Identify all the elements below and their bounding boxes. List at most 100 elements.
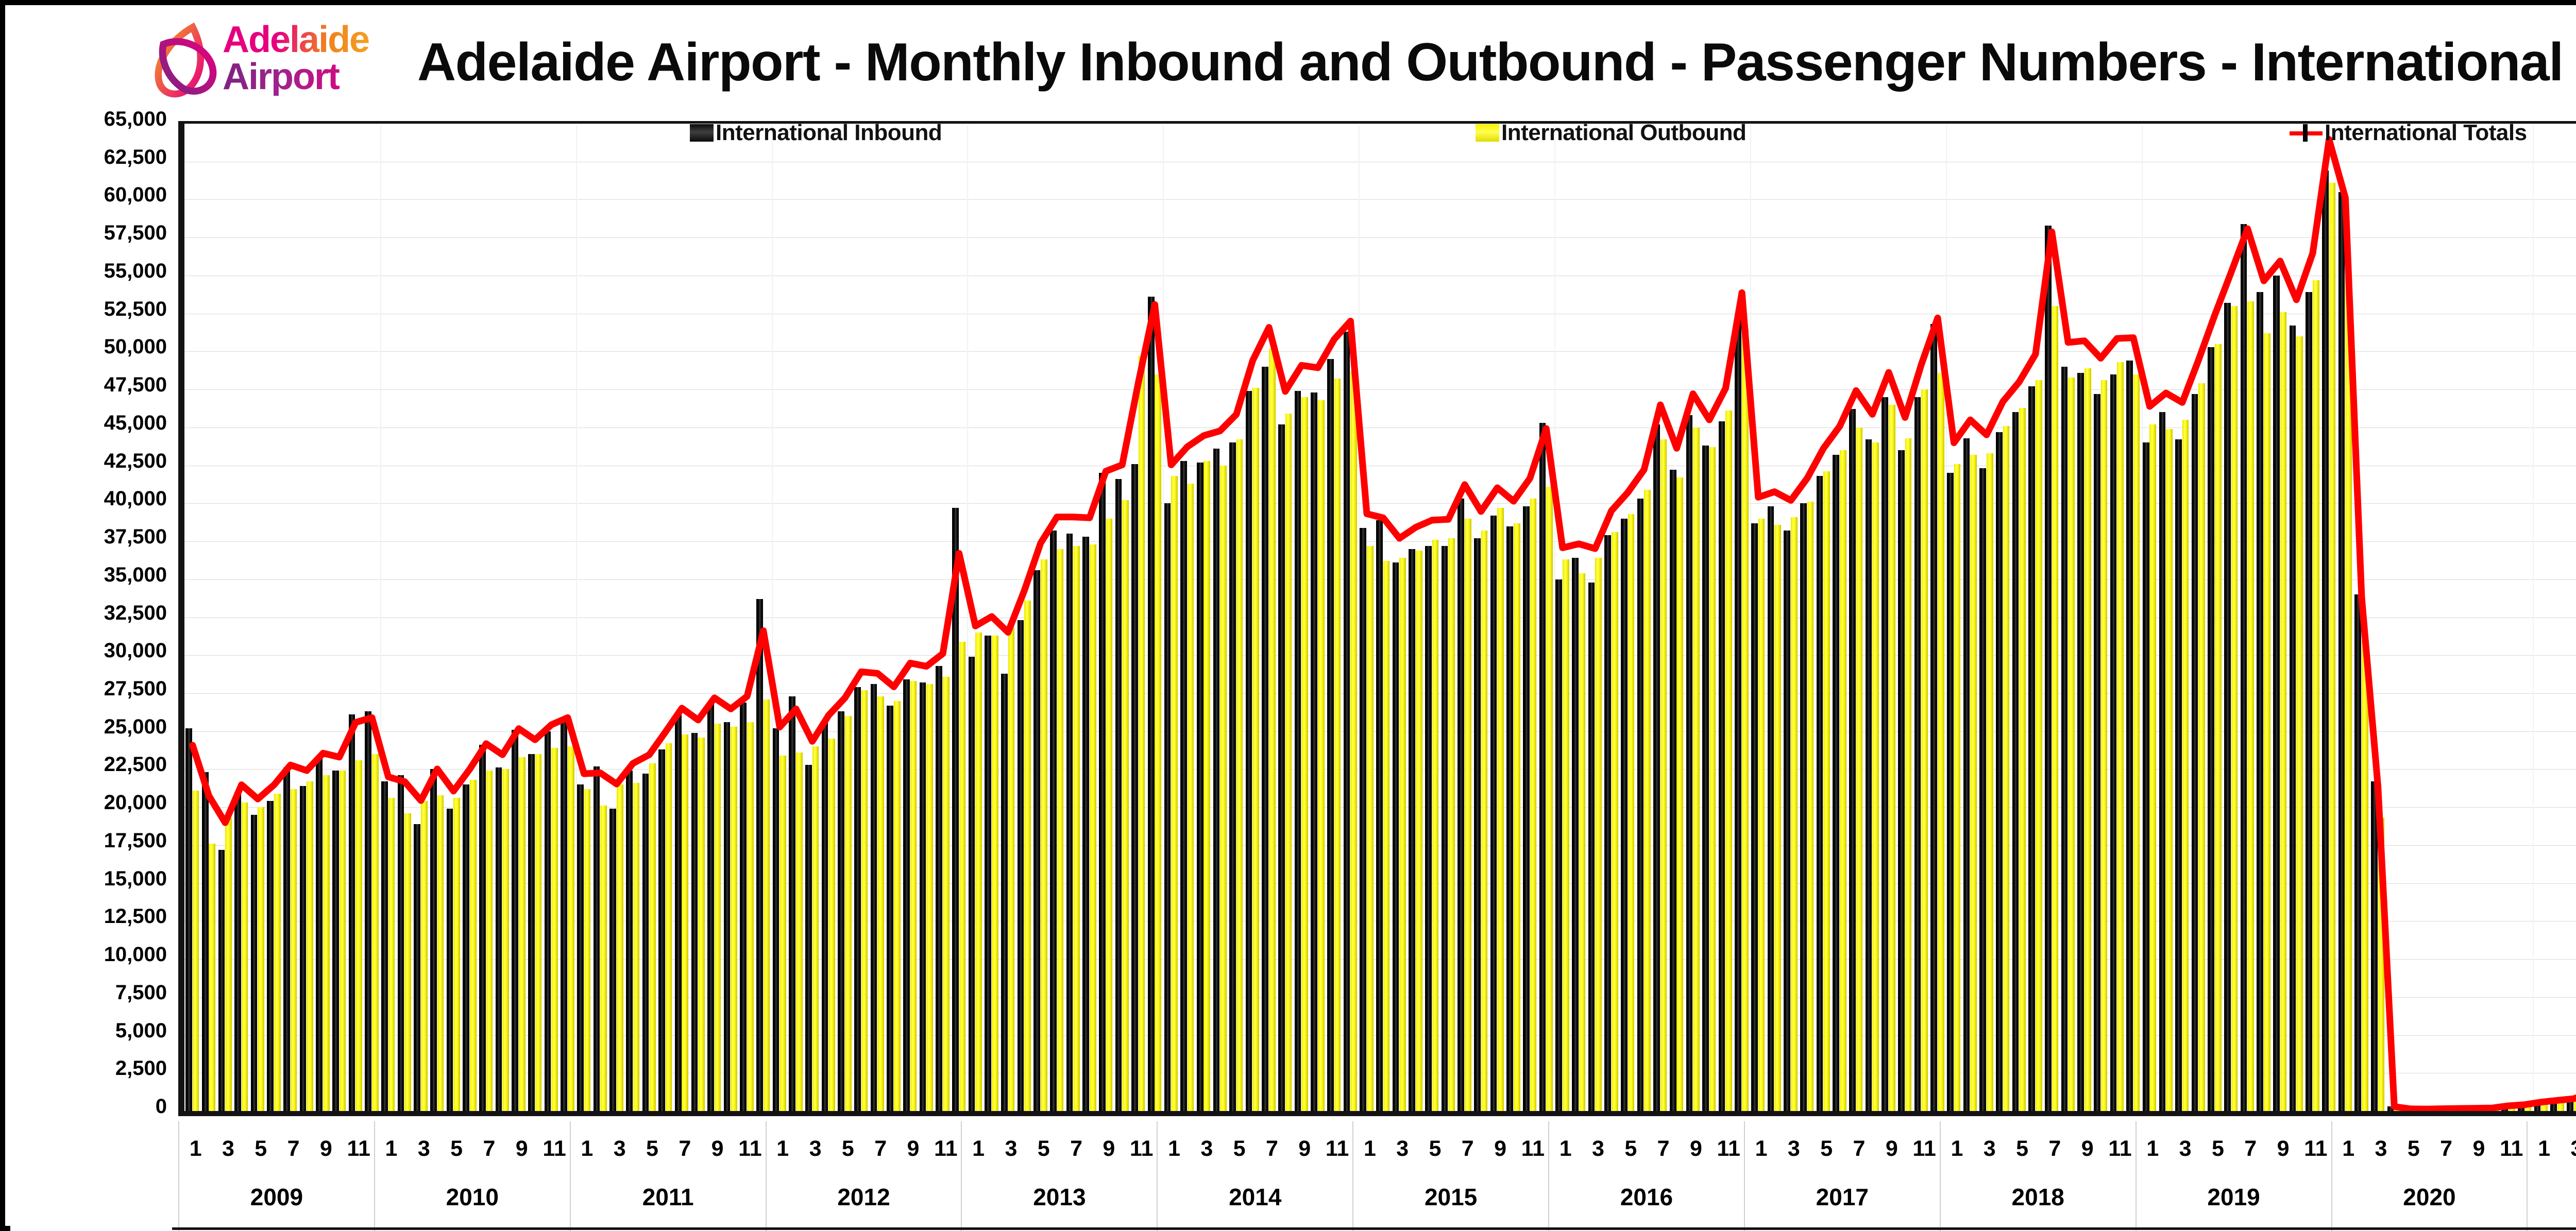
month-bar-group bbox=[1408, 124, 1424, 1111]
bar-outbound bbox=[1269, 348, 1276, 1111]
month-bar-group bbox=[2044, 124, 2060, 1111]
x-axis-month-tick: 9 bbox=[515, 1136, 528, 1161]
y-axis-left-tick: 7,500 bbox=[115, 981, 167, 1004]
bar-inbound bbox=[2077, 372, 2084, 1111]
bar-outbound bbox=[1497, 508, 1504, 1111]
month-bar-group bbox=[1392, 124, 1408, 1111]
bar-outbound bbox=[747, 722, 754, 1111]
legend-item[interactable]: International Outbound bbox=[1476, 120, 1747, 145]
month-bar-group bbox=[1685, 124, 1701, 1111]
bar-inbound bbox=[1930, 324, 1937, 1111]
bar-outbound bbox=[1334, 379, 1341, 1111]
year-separator bbox=[1945, 124, 1947, 1111]
y-axis-left-tick: 55,000 bbox=[104, 259, 167, 282]
bar-outbound bbox=[665, 743, 672, 1111]
month-bar-group bbox=[478, 124, 495, 1111]
x-axis-month-tick: 7 bbox=[287, 1136, 300, 1161]
bar-inbound bbox=[2159, 412, 2166, 1111]
x-axis-month-tick: 1 bbox=[2146, 1136, 2159, 1161]
bar-outbound bbox=[1285, 414, 1292, 1111]
x-axis-month-tick: 5 bbox=[1624, 1136, 1637, 1161]
x-axis-year-cell: 1 3 5 7 9 11 2013 bbox=[961, 1121, 1157, 1231]
bar-inbound bbox=[805, 764, 812, 1111]
bar-outbound bbox=[258, 807, 265, 1111]
bar-outbound bbox=[290, 789, 297, 1111]
bar-outbound bbox=[1399, 558, 1406, 1111]
x-axis-month-tick: 11 bbox=[2108, 1136, 2132, 1161]
bar-outbound bbox=[1350, 371, 1357, 1111]
x-axis-month-tick: 1 bbox=[581, 1136, 594, 1161]
bar-outbound bbox=[372, 754, 379, 1111]
bar-inbound bbox=[1409, 549, 1416, 1111]
bar-outbound bbox=[209, 843, 216, 1111]
bar-inbound bbox=[1914, 397, 1921, 1111]
bar-outbound bbox=[1628, 514, 1635, 1111]
bar-inbound bbox=[1049, 531, 1057, 1111]
bar-outbound bbox=[241, 802, 248, 1111]
bar-outbound bbox=[1383, 561, 1390, 1111]
x-axis-month-tick: 5 bbox=[841, 1136, 854, 1161]
bar-inbound bbox=[985, 635, 991, 1111]
bar-outbound bbox=[714, 723, 721, 1111]
bar-outbound bbox=[959, 641, 966, 1111]
month-bar-group bbox=[1130, 124, 1147, 1111]
x-axis-year-cell: 1 3 5 7 9 11 2010 bbox=[374, 1121, 570, 1231]
bar-outbound bbox=[894, 700, 901, 1111]
bar-outbound bbox=[1155, 374, 1162, 1111]
x-axis-month-tick: 3 bbox=[1592, 1136, 1604, 1161]
month-bar-group bbox=[1995, 124, 2011, 1111]
x-axis-month-tick: 9 bbox=[1494, 1136, 1507, 1161]
x-axis-year-label: 2017 bbox=[1816, 1184, 1869, 1210]
bar-inbound bbox=[414, 824, 421, 1111]
plot-area-wrapper bbox=[172, 116, 2576, 1121]
bar-inbound bbox=[1522, 506, 1530, 1111]
x-axis-year-label: 2020 bbox=[2403, 1184, 2456, 1210]
month-bar-group bbox=[2158, 124, 2174, 1111]
bar-inbound bbox=[723, 722, 731, 1111]
bar-inbound bbox=[463, 784, 469, 1111]
bar-inbound bbox=[936, 665, 942, 1111]
x-axis-month-tick: 9 bbox=[2472, 1136, 2485, 1161]
bar-outbound bbox=[1073, 545, 1080, 1111]
month-bar-group bbox=[1962, 124, 1978, 1111]
bar-outbound bbox=[339, 771, 346, 1111]
bar-inbound bbox=[1376, 520, 1383, 1111]
x-axis-year-label: 2015 bbox=[1424, 1184, 1478, 1210]
x-axis-month-tick: 9 bbox=[907, 1136, 920, 1161]
bar-outbound bbox=[1579, 573, 1586, 1111]
bar-inbound bbox=[1001, 673, 1008, 1111]
x-axis-month-tick: 11 bbox=[1521, 1136, 1545, 1161]
x-axis-month-tick: 9 bbox=[1103, 1136, 1115, 1161]
totals-line-series bbox=[184, 124, 2576, 1111]
bar-inbound bbox=[1995, 432, 2003, 1111]
legend-item[interactable]: International Totals bbox=[2290, 120, 2527, 145]
y-axis-left-tick: 0 bbox=[155, 1095, 167, 1118]
month-bar-group bbox=[1783, 124, 1799, 1111]
x-axis-month-tick: 7 bbox=[2440, 1136, 2453, 1161]
bar-outbound bbox=[1138, 356, 1145, 1111]
month-bar-group bbox=[2076, 124, 2093, 1111]
year-separator bbox=[1554, 124, 1556, 1111]
bar-inbound bbox=[1669, 470, 1676, 1111]
month-bar-group bbox=[527, 124, 544, 1111]
x-axis-month-tick: 3 bbox=[1396, 1136, 1409, 1161]
month-bar-group bbox=[250, 124, 266, 1111]
x-axis-month-tick: 3 bbox=[1005, 1136, 1018, 1161]
month-bar-group bbox=[1114, 124, 1130, 1111]
chart-header: Adelaide Airport Adelaide Airport - Mont… bbox=[10, 10, 2576, 111]
month-bar-group bbox=[2109, 124, 2125, 1111]
y-axis-left-tick: 47,500 bbox=[104, 373, 167, 397]
bar-outbound bbox=[2035, 380, 2042, 1111]
bar-outbound bbox=[1921, 389, 1928, 1111]
month-bar-group bbox=[755, 124, 772, 1111]
bar-outbound bbox=[1840, 450, 1846, 1111]
month-bar-group bbox=[870, 124, 886, 1111]
y-axis-left-labels: 65,000 62,500 60,000 57,500 55,000 52,500 50,0… bbox=[41, 109, 170, 1122]
x-axis-month-tick: 11 bbox=[2304, 1136, 2328, 1161]
x-axis-month-tick: 7 bbox=[1265, 1136, 1278, 1161]
legend-item[interactable]: International Inbound bbox=[690, 120, 942, 145]
month-bar-group bbox=[2223, 124, 2240, 1111]
x-axis-month-tick: 5 bbox=[2016, 1136, 2029, 1161]
y-axis-left-tick: 15,000 bbox=[104, 867, 167, 890]
